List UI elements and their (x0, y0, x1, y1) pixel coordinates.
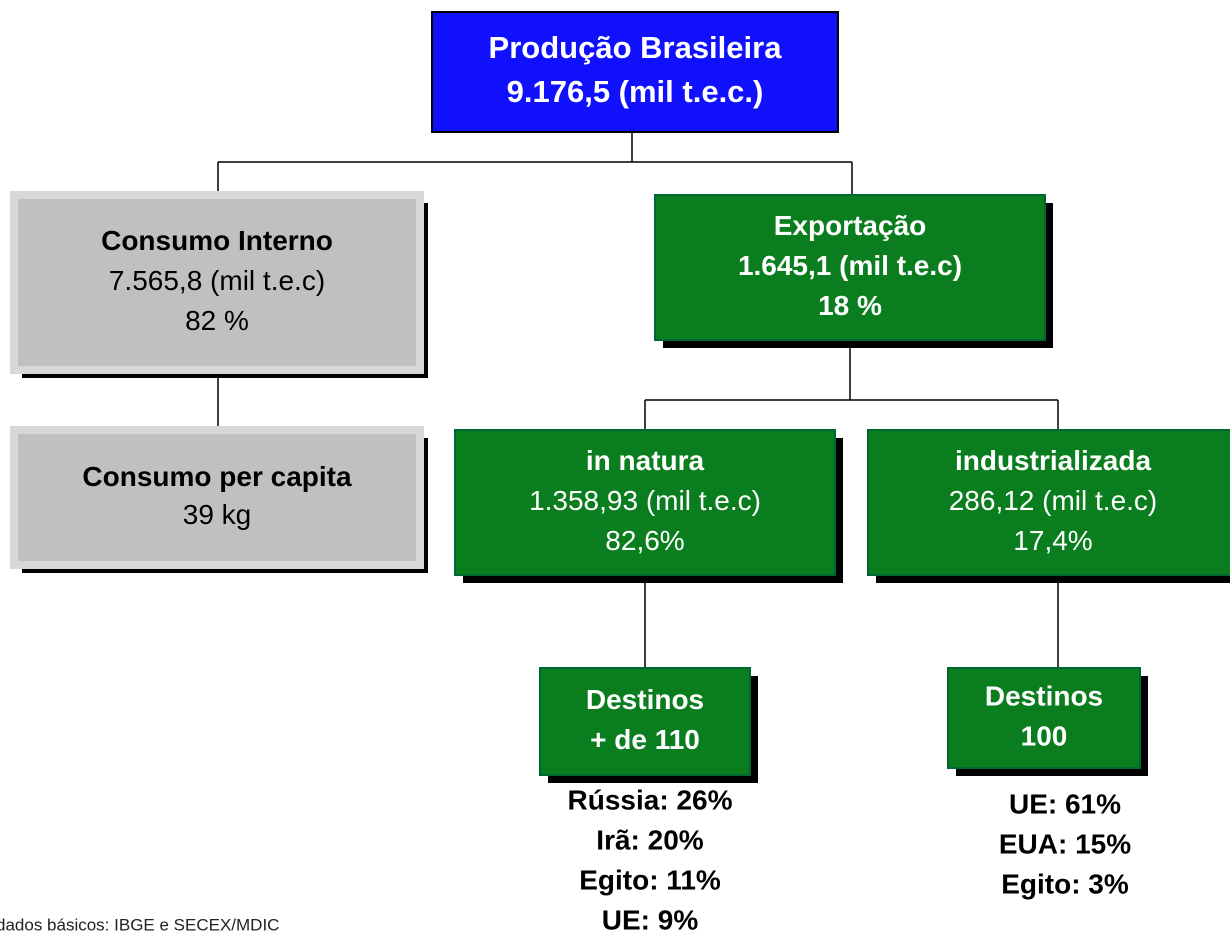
destination-label: UE: 61% (1009, 788, 1121, 819)
node-box (454, 429, 836, 576)
node-label: in natura (586, 445, 705, 476)
node-label: 82 % (185, 305, 249, 336)
node-label: 286,12 (mil t.e.c) (949, 485, 1158, 516)
node-label: 1.645,1 (mil t.e.c) (738, 250, 962, 281)
node-label: 39 kg (183, 499, 252, 530)
destination-label: Egito: 3% (1001, 868, 1129, 899)
destination-label: UE: 9% (602, 904, 699, 935)
node-box (431, 11, 839, 133)
footnote: dados básicos: IBGE e SECEX/MDIC (0, 915, 279, 934)
destination-label: EUA: 15% (999, 828, 1131, 859)
connector (644, 340, 1059, 430)
node-box (654, 194, 1046, 341)
node-label: + de 110 (590, 724, 700, 755)
node-label: 18 % (818, 290, 882, 321)
node-box (10, 426, 424, 569)
connector (644, 575, 1059, 668)
node-label: Consumo per capita (82, 461, 352, 492)
node-label: Exportação (774, 210, 927, 241)
destination-label: Egito: 11% (579, 864, 721, 895)
node-label: industrializada (955, 445, 1151, 476)
node-box (867, 429, 1230, 576)
node-box (10, 191, 424, 374)
node-label: 1.358,93 (mil t.e.c) (529, 485, 761, 516)
node-label: 17,4% (1013, 525, 1092, 556)
node-label: Destinos (985, 680, 1103, 711)
connector (217, 132, 853, 195)
node-box (947, 667, 1141, 769)
node-label: Destinos (586, 684, 704, 715)
node-label: Produção Brasileira (489, 30, 783, 65)
node-label: 9.176,5 (mil t.e.c.) (507, 74, 764, 109)
destination-label: Irã: 20% (596, 824, 703, 855)
connectors (217, 132, 1059, 668)
node-label: 7.565,8 (mil t.e.c) (109, 265, 325, 296)
node-label: 82,6% (605, 525, 684, 556)
node-label: Consumo Interno (101, 225, 333, 256)
node-box (539, 667, 751, 776)
node-label: 100 (1021, 720, 1068, 751)
destination-label: Rússia: 26% (568, 784, 733, 815)
